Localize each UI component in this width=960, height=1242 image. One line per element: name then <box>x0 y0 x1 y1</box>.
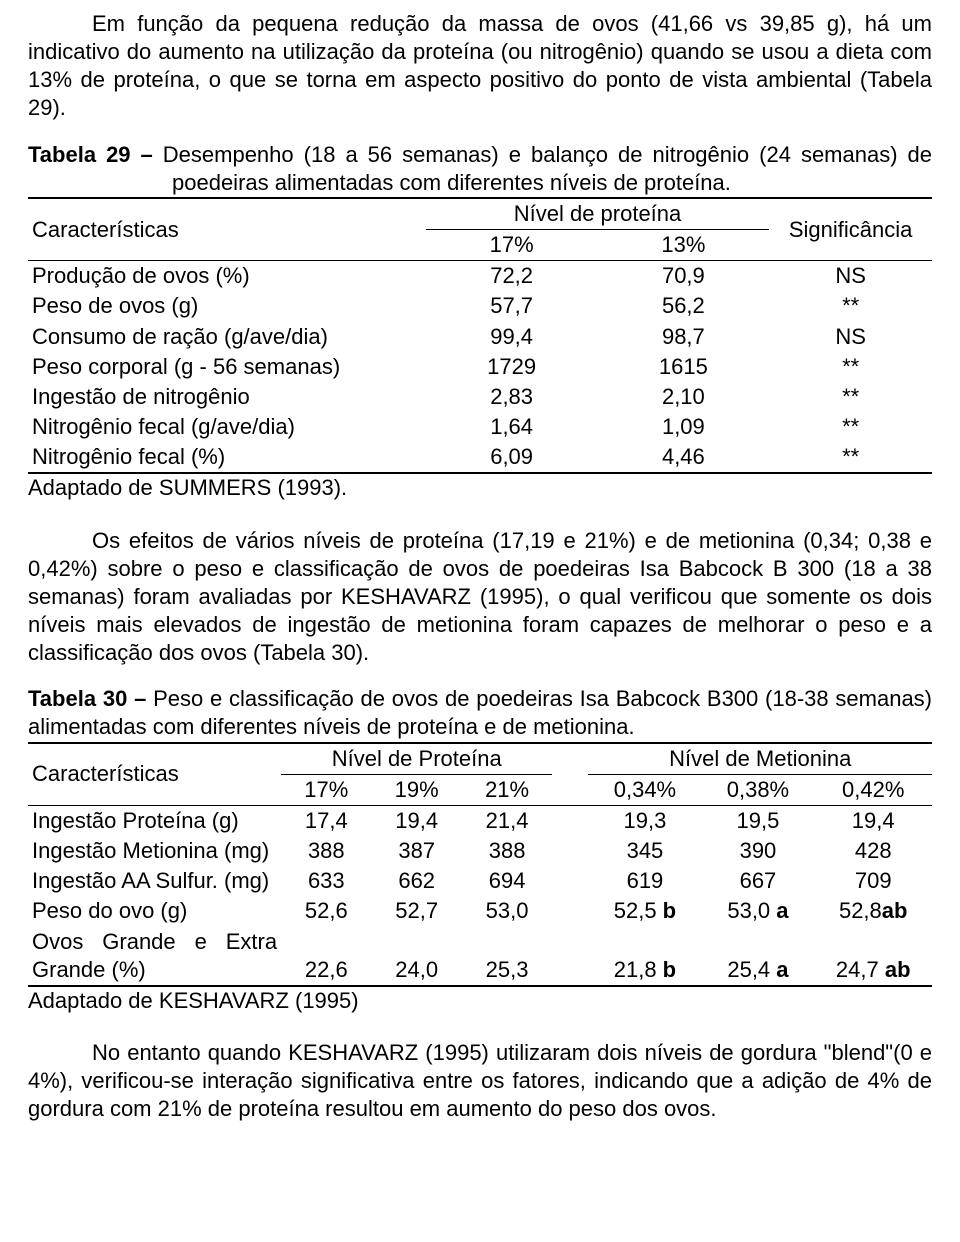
table-cell: 19,4 <box>372 805 462 836</box>
table29-head-sig: Significância <box>769 198 932 261</box>
table-row: Ingestão de nitrogênio <box>28 382 426 412</box>
table30-head-met: Nível de Metionina <box>588 743 932 775</box>
table-row: Nitrogênio fecal (%) <box>28 442 426 473</box>
document-page: Em função da pequena redução da massa de… <box>0 0 960 1143</box>
table-cell: 24,0 <box>372 927 462 986</box>
table-cell: 388 <box>462 836 552 866</box>
table-row: Ingestão Metionina (mg) <box>28 836 281 866</box>
table29-label: Tabela 29 – <box>28 142 163 167</box>
table-row: Consumo de ração (g/ave/dia) <box>28 322 426 352</box>
table-row: Peso do ovo (g) <box>28 896 281 926</box>
table30-label: Tabela 30 – <box>28 686 153 711</box>
table29-head-char: Características <box>28 198 426 261</box>
table-cell: 53,0 a <box>701 896 814 926</box>
table-row: Ingestão Proteína (g) <box>28 805 281 836</box>
table-row: Ingestão AA Sulfur. (mg) <box>28 866 281 896</box>
table-cell: 1,09 <box>598 412 770 442</box>
table30-source: Adaptado de KESHAVARZ (1995) <box>28 987 932 1015</box>
table-cell: 24,7 ab <box>814 927 932 986</box>
table-cell: 52,7 <box>372 896 462 926</box>
table-cell: 70,9 <box>598 261 770 292</box>
table-cell: 25,4 a <box>701 927 814 986</box>
table-cell: NS <box>769 322 932 352</box>
table-cell: ** <box>769 352 932 382</box>
table-cell: 1,64 <box>426 412 598 442</box>
table-cell: 99,4 <box>426 322 598 352</box>
table30-caption: Tabela 30 – Peso e classificação de ovos… <box>28 685 932 741</box>
table-cell: NS <box>769 261 932 292</box>
table-cell: 667 <box>701 866 814 896</box>
table-cell: 619 <box>588 866 701 896</box>
table29-head-13: 13% <box>598 230 770 261</box>
table-cell: 25,3 <box>462 927 552 986</box>
table-cell: 53,0 <box>462 896 552 926</box>
table29-head-17: 17% <box>426 230 598 261</box>
table30-prot-col-1: 19% <box>372 774 462 805</box>
table-cell: 2,10 <box>598 382 770 412</box>
table-cell: 98,7 <box>598 322 770 352</box>
table-cell: 52,5 b <box>588 896 701 926</box>
table-cell: 52,8ab <box>814 896 932 926</box>
table29-caption-text: Desempenho (18 a 56 semanas) e balanço d… <box>163 142 932 195</box>
table-cell: 21,8 b <box>588 927 701 986</box>
paragraph-1: Em função da pequena redução da massa de… <box>28 10 932 123</box>
table-cell: 2,83 <box>426 382 598 412</box>
table-row: Ovos Grande e Extra Grande (%) <box>28 927 281 986</box>
table-row: Peso corporal (g - 56 semanas) <box>28 352 426 382</box>
table30: Características Nível de Proteína Nível … <box>28 742 932 987</box>
table29: Características Nível de proteína Signif… <box>28 197 932 474</box>
table-cell: 1729 <box>426 352 598 382</box>
table29-caption: Tabela 29 – Desempenho (18 a 56 semanas)… <box>28 141 932 197</box>
paragraph-3: No entanto quando KESHAVARZ (1995) utili… <box>28 1039 932 1123</box>
table-cell: 709 <box>814 866 932 896</box>
table-cell: 388 <box>281 836 371 866</box>
table29-head-group: Nível de proteína <box>426 198 770 230</box>
table30-met-col-2: 0,42% <box>814 774 932 805</box>
table-cell: 17,4 <box>281 805 371 836</box>
table-cell: 1615 <box>598 352 770 382</box>
table-cell: 19,5 <box>701 805 814 836</box>
table-cell: 57,7 <box>426 291 598 321</box>
table30-met-col-0: 0,34% <box>588 774 701 805</box>
table-cell: 19,4 <box>814 805 932 836</box>
table30-head-char: Características <box>28 743 281 806</box>
table-cell: 387 <box>372 836 462 866</box>
table-cell: 390 <box>701 836 814 866</box>
table-row: Nitrogênio fecal (g/ave/dia) <box>28 412 426 442</box>
paragraph-2: Os efeitos de vários níveis de proteína … <box>28 527 932 668</box>
table-cell: ** <box>769 291 932 321</box>
table-cell: 19,3 <box>588 805 701 836</box>
table29-source: Adaptado de SUMMERS (1993). <box>28 474 932 502</box>
table-cell: 22,6 <box>281 927 371 986</box>
table-row: Peso de ovos (g) <box>28 291 426 321</box>
table-cell: 72,2 <box>426 261 598 292</box>
table-cell: 345 <box>588 836 701 866</box>
table30-prot-col-2: 21% <box>462 774 552 805</box>
table-cell: 633 <box>281 866 371 896</box>
table30-prot-col-0: 17% <box>281 774 371 805</box>
table-row: Produção de ovos (%) <box>28 261 426 292</box>
table-cell: 56,2 <box>598 291 770 321</box>
table-cell: 662 <box>372 866 462 896</box>
table30-met-col-1: 0,38% <box>701 774 814 805</box>
table-cell: 21,4 <box>462 805 552 836</box>
table-cell: 6,09 <box>426 442 598 473</box>
table30-caption-text: Peso e classificação de ovos de poedeira… <box>28 686 932 739</box>
table-cell: 52,6 <box>281 896 371 926</box>
table-cell: ** <box>769 442 932 473</box>
table-cell: ** <box>769 382 932 412</box>
table-cell: 694 <box>462 866 552 896</box>
table-cell: 428 <box>814 836 932 866</box>
table-cell: ** <box>769 412 932 442</box>
table-cell: 4,46 <box>598 442 770 473</box>
table30-head-prot: Nível de Proteína <box>281 743 552 775</box>
